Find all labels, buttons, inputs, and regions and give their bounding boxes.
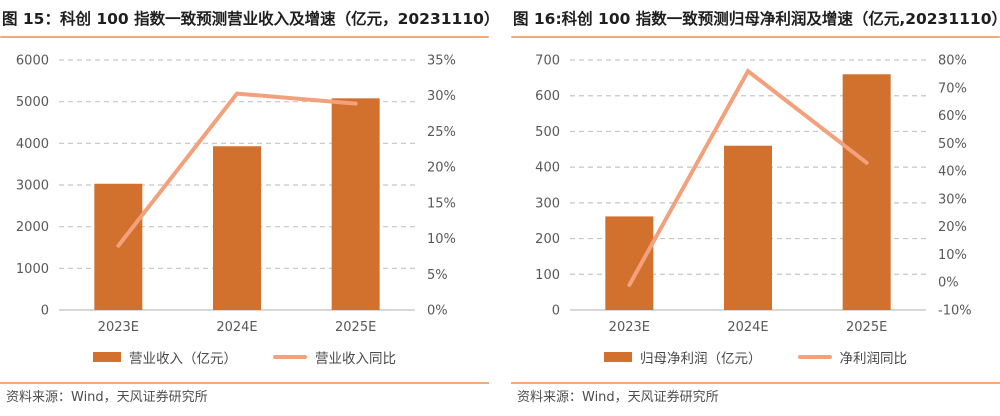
right-axis-tick-label: 15% (427, 196, 456, 211)
figure-15-footer-rule (0, 382, 489, 384)
right-axis-tick-label: 20% (938, 220, 967, 235)
category-label: 2025E (846, 320, 887, 335)
figure-15-title-rule (0, 36, 489, 38)
left-axis-tick-label: 400 (535, 161, 560, 176)
figure-16-legend: 归母净利润（亿元） 净利润同比 (511, 344, 1000, 370)
right-axis-tick-label: 30% (427, 89, 456, 104)
category-label: 2023E (98, 320, 139, 335)
trend-line (627, 68, 869, 287)
legend-label: 净利润同比 (839, 351, 908, 367)
bar (842, 74, 891, 311)
legend-item-netprofit-growth-line: 净利润同比 (797, 347, 908, 367)
bar (724, 145, 772, 310)
left-axis-tick-label: 0 (41, 304, 49, 319)
bar (331, 98, 380, 310)
left-axis-tick-label: 0 (552, 304, 560, 319)
right-axis-tick-label: 0% (427, 304, 448, 319)
right-axis-tick-label: 80% (938, 54, 967, 69)
figure-15-source: 资料来源：Wind，天风证券研究所 (6, 390, 208, 405)
left-axis-tick-label: 500 (535, 125, 560, 140)
figure-16-source: 资料来源：Wind，天风证券研究所 (517, 390, 719, 405)
left-axis-tick-label: 100 (535, 268, 560, 283)
right-axis-tick-label: 5% (427, 268, 448, 283)
legend-item-netprofit-bar: 归母净利润（亿元） (604, 347, 762, 367)
figure-16-chart: 0 100 200 300 400 500 600 700 -10% 0% 10% 20% 30% 40%… (511, 38, 1000, 338)
left-axis-tick-label: 200 (535, 232, 560, 247)
right-axis-tick-label: 35% (427, 54, 456, 69)
category-label: 2023E (609, 320, 650, 335)
right-axis-tick-label: 10% (427, 232, 456, 247)
bar (213, 146, 261, 310)
left-axis-tick-label: 1000 (16, 262, 49, 277)
left-axis-tick-label: 6000 (16, 54, 49, 69)
figure-16-panel: 图 16:科创 100 指数一致预测归母净利润及增速（亿元,20231110） … (511, 0, 1000, 407)
left-axis-tick-label: 300 (535, 196, 560, 211)
figure-15-title: 图 15：科创 100 指数一致预测营业收入及增速（亿元，20231110） (2, 10, 500, 28)
right-axis-tick-label: 70% (938, 81, 967, 96)
figure-15-panel: 图 15：科创 100 指数一致预测营业收入及增速（亿元，20231110） 0… (0, 0, 500, 407)
right-axis-tick-label: 10% (938, 248, 967, 263)
figure-16-title: 图 16:科创 100 指数一致预测归母净利润及增速（亿元,20231110） (513, 10, 1000, 28)
right-axis-tick-label: 50% (938, 137, 967, 152)
figure-15-legend: 营业收入（亿元） 营业收入同比 (0, 344, 489, 370)
left-axis-tick-label: 3000 (16, 179, 49, 194)
chart-canvas: 0 1000 2000 3000 4000 5000 6000 0% 5% 10% 15% 20% 25… (16, 54, 456, 336)
right-axis-tick-label: 40% (938, 165, 967, 180)
line-swatch-icon (273, 355, 307, 359)
bar-swatch-icon (604, 352, 632, 362)
bar (605, 216, 654, 310)
left-axis-tick-label: 5000 (16, 95, 49, 110)
legend-label: 营业收入同比 (315, 351, 396, 367)
line-swatch-icon (797, 355, 832, 359)
left-axis-tick-label: 4000 (16, 137, 49, 152)
figure-16-title-rule (511, 36, 1000, 38)
legend-item-revenue-bar: 营业收入（亿元） (93, 347, 237, 367)
right-axis-tick-label: 60% (938, 109, 967, 124)
legend-label: 归母净利润（亿元） (640, 351, 762, 367)
trend-line (116, 91, 358, 248)
right-axis-tick-label: -10% (938, 304, 972, 319)
left-axis-tick-label: 700 (535, 54, 560, 69)
left-axis-tick-label: 600 (535, 89, 560, 104)
right-axis-tick-label: 25% (427, 125, 456, 140)
category-label: 2024E (216, 320, 257, 335)
chart-canvas: 0 100 200 300 400 500 600 700 -10% 0% 10% 20% 30% 40%… (535, 54, 972, 336)
right-axis-tick-label: 30% (938, 192, 967, 207)
legend-item-revenue-growth-line: 营业收入同比 (273, 347, 396, 367)
legend-label: 营业收入（亿元） (129, 351, 237, 367)
category-label: 2025E (335, 320, 376, 335)
category-label: 2024E (727, 320, 768, 335)
figure-15-chart: 0 1000 2000 3000 4000 5000 6000 0% 5% 10% 15% 20% 25… (0, 38, 489, 338)
bar-swatch-icon (93, 352, 121, 362)
right-axis-tick-label: 20% (427, 161, 456, 176)
figure-16-footer-rule (511, 382, 1000, 384)
left-axis-tick-label: 2000 (16, 220, 49, 235)
report-figures-row: 图 15：科创 100 指数一致预测营业收入及增速（亿元，20231110） 0… (0, 0, 1000, 407)
right-axis-tick-label: 0% (938, 276, 959, 291)
